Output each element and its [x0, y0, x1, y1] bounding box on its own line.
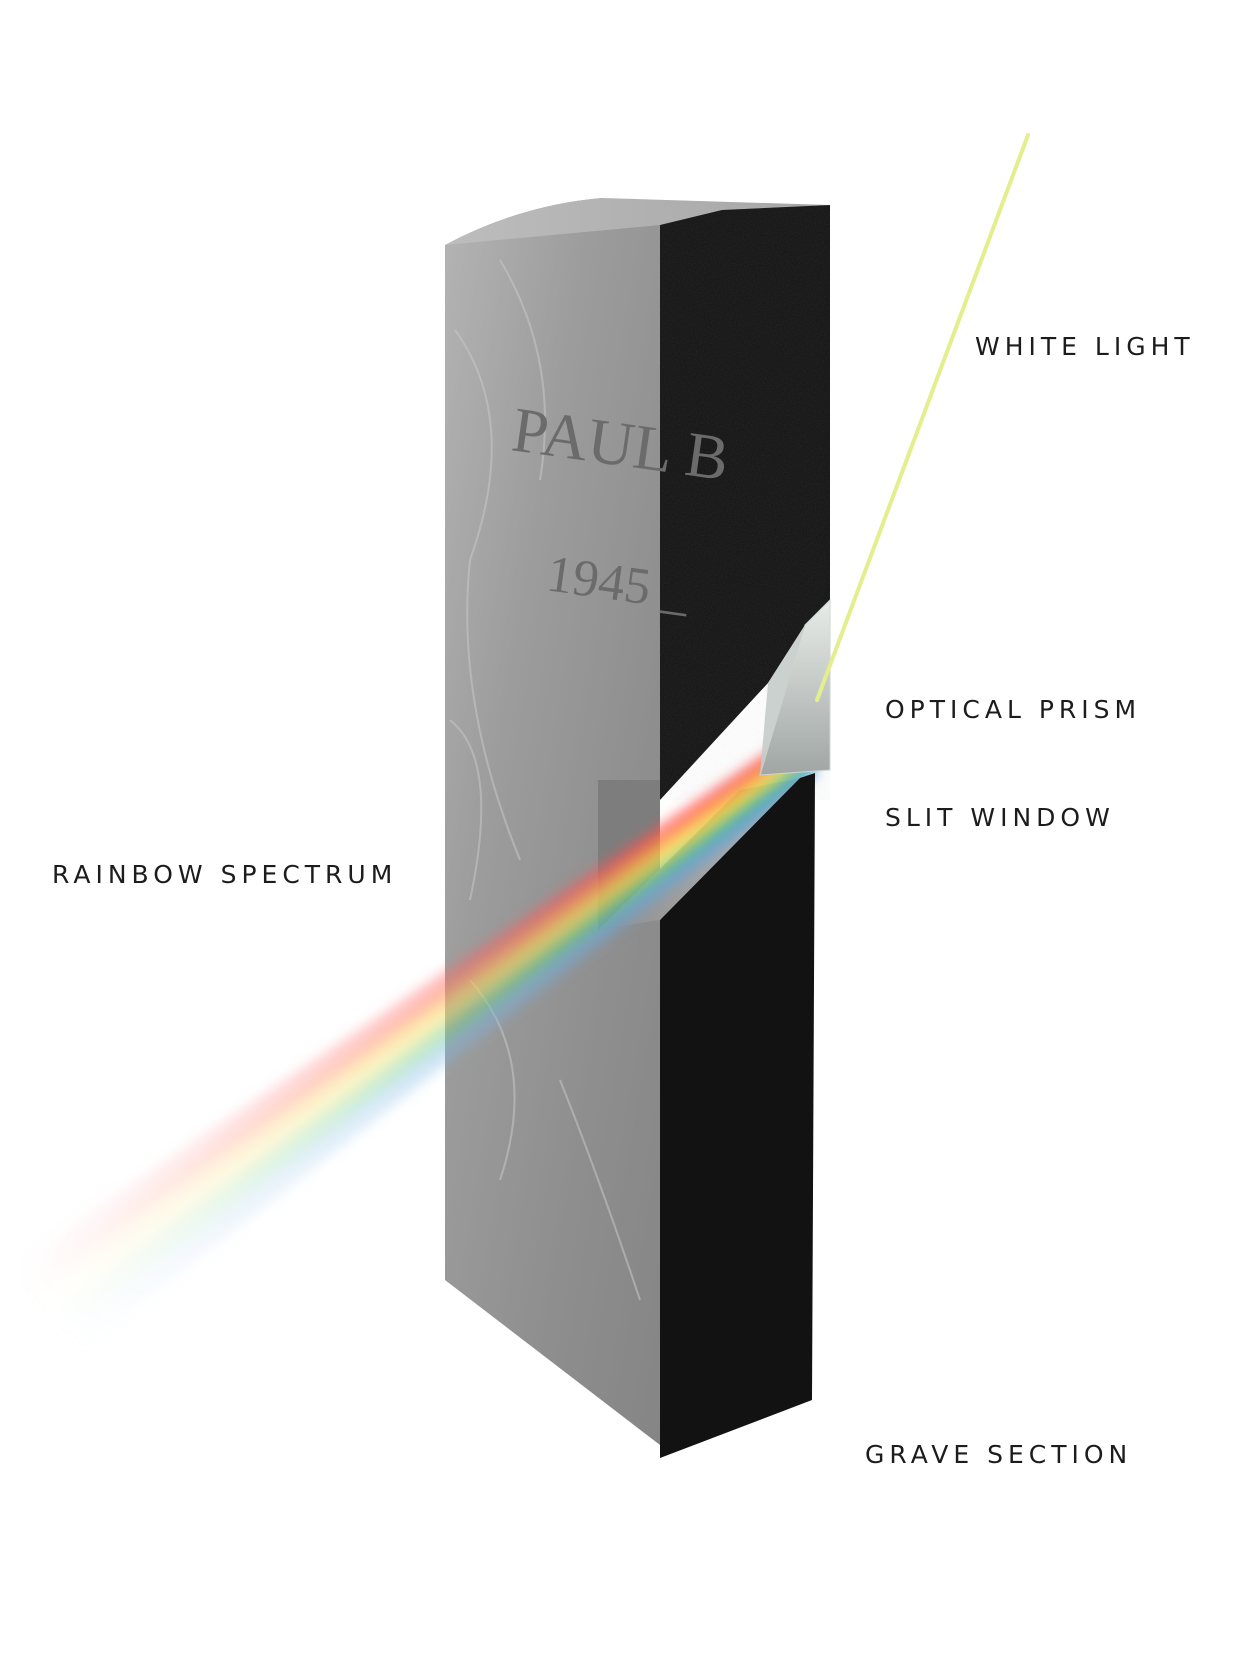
optical-prism-face — [760, 625, 805, 775]
white-light-beam — [815, 133, 1030, 702]
label-slit-window: SLIT WINDOW — [885, 803, 1115, 832]
stone-front-face — [445, 198, 660, 1445]
label-white-light: WHITE LIGHT — [975, 332, 1195, 361]
granite-section-lower — [660, 773, 815, 1458]
label-optical-prism: OPTICAL PRISM — [885, 695, 1142, 724]
label-grave-section: GRAVE SECTION — [865, 1440, 1133, 1469]
rainbow-spectrum-beam — [20, 730, 818, 1350]
label-rainbow-spectrum: RAINBOW SPECTRUM — [52, 860, 398, 889]
